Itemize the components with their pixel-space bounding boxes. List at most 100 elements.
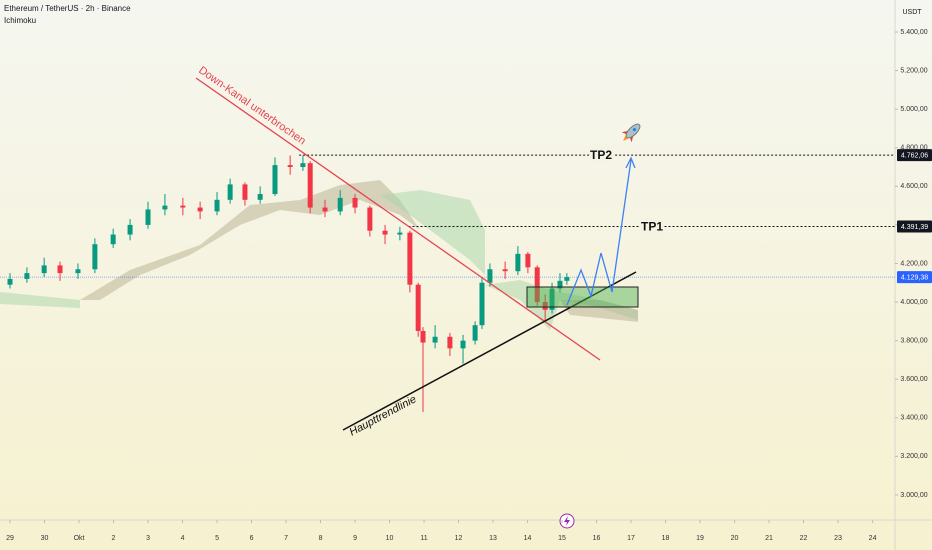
- projection-arrow: [625, 156, 636, 169]
- entry-zone: [526, 286, 639, 308]
- cloud-bullish: [380, 190, 485, 275]
- candle-body: [57, 265, 63, 274]
- event-icon-bolt: [564, 516, 570, 526]
- candle-body: [127, 224, 133, 235]
- ichimoku-cloud: [0, 180, 638, 330]
- target-label-bg: [640, 218, 664, 235]
- candle-body: [272, 165, 278, 195]
- candle-body: [41, 265, 47, 274]
- x-tick-label: 2: [112, 535, 116, 542]
- x-tick-label: 14: [524, 535, 532, 542]
- candle-body: [307, 163, 313, 208]
- x-tick-label: 12: [455, 535, 463, 542]
- x-tick-label: 19: [696, 535, 704, 542]
- candle-body: [162, 205, 168, 210]
- candle-body: [367, 207, 373, 231]
- candle-body: [502, 269, 508, 272]
- candle-body: [197, 207, 203, 212]
- x-tick-label: 20: [731, 535, 739, 542]
- x-tick-label: 8: [319, 535, 323, 542]
- candle-body: [75, 269, 81, 274]
- x-tick-label: 30: [41, 535, 49, 542]
- candle-body: [564, 277, 570, 281]
- candle-body: [242, 184, 248, 200]
- price-tag-bg: [897, 271, 932, 284]
- candle-body: [534, 267, 540, 303]
- x-tick-label: 18: [662, 535, 670, 542]
- y-tick-label: 5.200,00: [900, 67, 927, 74]
- x-tick-label: 5: [215, 535, 219, 542]
- x-tick-label: 9: [353, 535, 357, 542]
- x-tick-label: 13: [489, 535, 497, 542]
- y-tick-label: 3.200,00: [900, 453, 927, 460]
- x-tick-label: Okt: [74, 535, 85, 542]
- candle-body: [432, 336, 438, 343]
- x-tick-label: 4: [181, 535, 185, 542]
- y-tick-label: 3.600,00: [900, 376, 927, 383]
- y-tick-label: 4.800,00: [900, 145, 927, 152]
- candle-body: [382, 230, 388, 235]
- y-tick-label: 3.800,00: [900, 337, 927, 344]
- currency-label: USDT: [902, 9, 922, 16]
- candle-body: [557, 280, 563, 289]
- candle-body: [352, 197, 358, 208]
- candle-body: [487, 269, 493, 283]
- cloud-bearish: [560, 300, 638, 322]
- y-tick-label: 3.000,00: [900, 492, 927, 499]
- x-tick-label: 16: [593, 535, 601, 542]
- down-channel-line: [195, 77, 601, 361]
- price-tag: 4.762,06: [901, 152, 928, 159]
- candle-body: [407, 232, 413, 285]
- x-tick-label: 23: [834, 535, 842, 542]
- x-tick-label: 11: [420, 535, 427, 542]
- candle-body: [542, 302, 548, 310]
- y-tick-label: 4.600,00: [900, 183, 927, 190]
- candle-body: [227, 184, 233, 200]
- x-tick-label: 17: [627, 535, 635, 542]
- candle-body: [7, 278, 13, 285]
- candle-body: [24, 273, 30, 279]
- candle-body: [145, 209, 151, 225]
- price-tag-bg: [897, 149, 932, 162]
- x-tick-label: 6: [250, 535, 254, 542]
- candle-body: [287, 165, 293, 168]
- candle-body: [525, 253, 531, 268]
- cloud-bullish: [0, 292, 80, 308]
- price-tag-bg: [897, 220, 932, 233]
- y-tick-label: 4.200,00: [900, 260, 927, 267]
- price-tag: 4.129,38: [901, 274, 928, 281]
- y-tick-label: 5.000,00: [900, 106, 927, 113]
- y-tick-label: 5.400,00: [900, 29, 927, 36]
- x-tick-label: 24: [869, 535, 877, 542]
- x-tick-label: 29: [6, 535, 14, 542]
- candle-body: [322, 207, 328, 212]
- cloud-bearish: [80, 180, 420, 300]
- candle-body: [300, 163, 306, 168]
- candle-body: [472, 325, 478, 341]
- candle-body: [92, 244, 98, 270]
- y-tick-label: 4.000,00: [900, 299, 927, 306]
- x-tick-label: 21: [765, 535, 773, 542]
- x-tick-label: 3: [146, 535, 150, 542]
- plot-area: TP2 TP1: [0, 147, 895, 412]
- candle-body: [110, 234, 116, 245]
- candle-body: [180, 205, 186, 208]
- candle-body: [549, 288, 555, 310]
- projection-path: [566, 159, 632, 306]
- candle-body: [397, 232, 403, 235]
- candle-body: [460, 340, 466, 349]
- x-tick-label: 22: [800, 535, 808, 542]
- x-tick-label: 15: [558, 535, 566, 542]
- chart-title: Ethereum / TetherUS · 2h · Binance: [4, 4, 131, 13]
- candle-body: [214, 199, 220, 212]
- price-tag: 4.391,39: [901, 224, 928, 231]
- y-tick-label: 3.400,00: [900, 415, 927, 422]
- target-label: TP2: [590, 148, 612, 162]
- cloud-bullish: [485, 280, 638, 330]
- x-tick-label: 7: [284, 535, 288, 542]
- candle-body: [257, 194, 263, 200]
- candle-body: [415, 284, 421, 331]
